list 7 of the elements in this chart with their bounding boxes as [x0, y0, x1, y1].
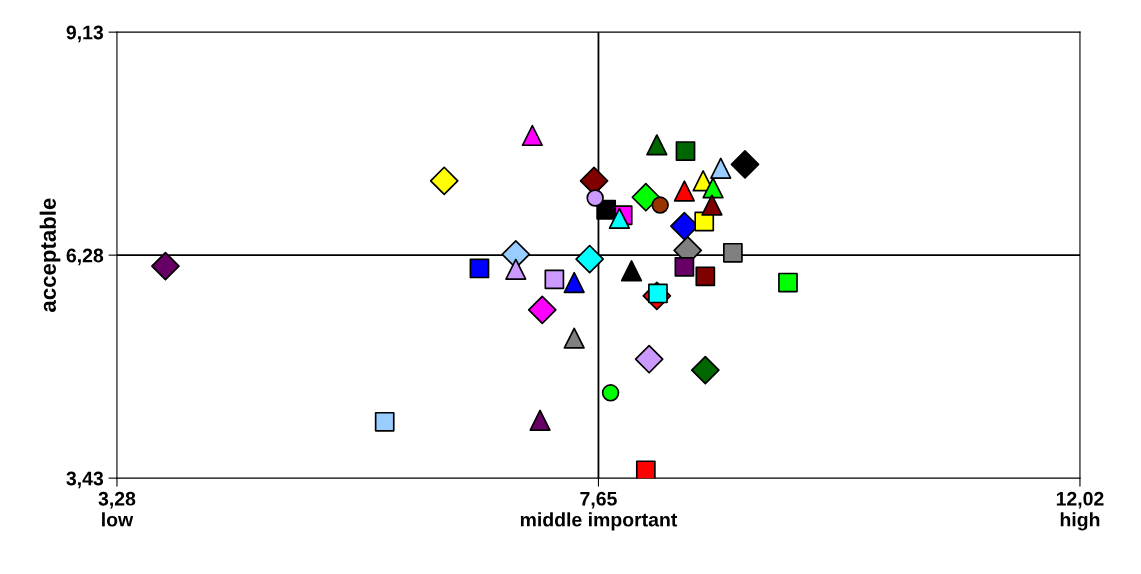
y-tick-label: 9,13 [66, 25, 104, 43]
y-axis-title: acceptable [39, 198, 61, 312]
y-tick-label: 3,43 [66, 471, 104, 489]
x-tick-label: 7,65 middle important [520, 491, 678, 531]
x-tick-label: 3,28 low [98, 491, 136, 527]
x-tick-label: 12,02 high [1056, 491, 1104, 531]
y-tick-label: 6,28 [66, 248, 104, 266]
